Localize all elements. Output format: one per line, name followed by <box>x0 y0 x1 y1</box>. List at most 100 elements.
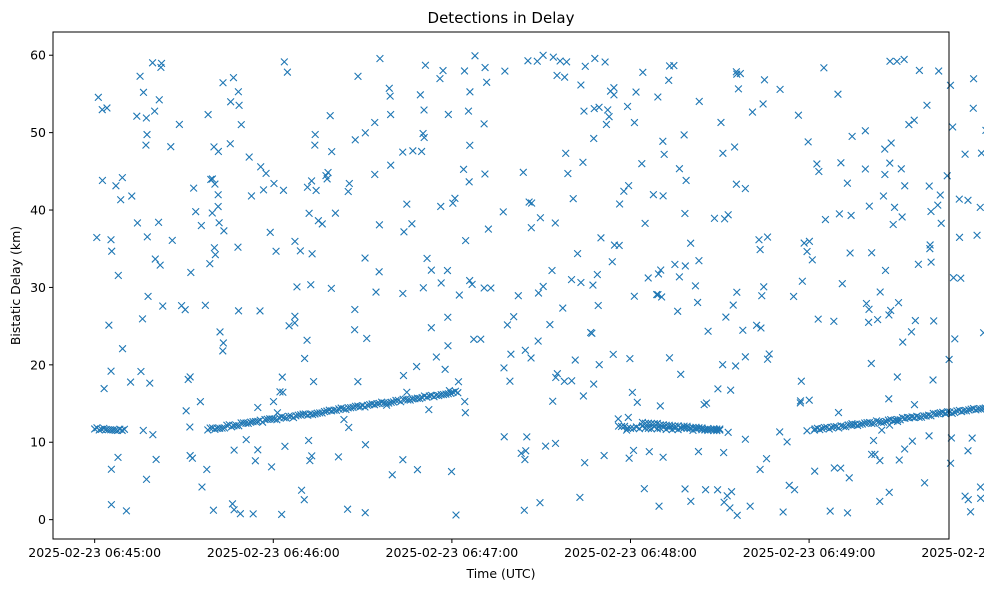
detection-point <box>716 426 724 434</box>
detection-point <box>270 179 278 188</box>
detection-point <box>237 120 246 129</box>
detection-point <box>500 433 509 441</box>
detection-point <box>659 137 667 146</box>
detection-point <box>560 377 569 386</box>
detection-point <box>398 148 407 156</box>
detection-point <box>803 247 811 256</box>
detection-point <box>595 360 604 369</box>
detection-point <box>858 420 867 428</box>
detection-point <box>465 276 474 285</box>
detection-point <box>351 305 359 314</box>
detection-point <box>561 149 570 158</box>
detection-point <box>623 424 632 432</box>
detection-point <box>617 422 626 431</box>
detection-point <box>311 410 319 418</box>
detection-point <box>927 207 935 216</box>
detection-point <box>370 170 379 179</box>
detection-point <box>925 432 933 440</box>
detection-point <box>867 450 876 459</box>
detection-point <box>480 120 488 128</box>
x-tick-label: 2025-02-23 06:49:00 <box>743 545 876 560</box>
detection-point <box>152 455 160 464</box>
detection-point <box>436 74 444 83</box>
detection-point <box>206 424 214 432</box>
detection-point <box>673 307 682 316</box>
detection-point <box>294 411 303 419</box>
detection-point <box>509 312 518 321</box>
detection-point <box>920 479 929 487</box>
detection-point <box>501 67 509 75</box>
detection-point <box>946 81 955 90</box>
detection-point <box>370 400 379 409</box>
detection-point <box>484 225 493 233</box>
detection-point <box>487 284 495 292</box>
detection-point <box>184 375 192 384</box>
detection-point <box>307 452 316 460</box>
detection-point <box>630 292 639 301</box>
detection-point <box>326 111 334 120</box>
detection-point <box>894 415 902 424</box>
detection-point <box>524 57 532 65</box>
detection-point <box>775 428 784 436</box>
detection-point <box>464 107 473 115</box>
detection-point <box>676 370 685 379</box>
detection-point <box>664 76 673 85</box>
detection-point <box>897 165 906 173</box>
detection-point <box>898 213 906 221</box>
detection-point <box>186 451 194 460</box>
detection-point <box>312 186 320 195</box>
detection-point <box>650 419 659 428</box>
detection-point <box>318 409 326 417</box>
detection-point <box>403 388 411 397</box>
detection-point <box>211 180 219 188</box>
detection-point <box>629 446 638 455</box>
detection-point <box>659 192 667 200</box>
detection-point <box>98 105 107 114</box>
detection-point <box>189 184 198 192</box>
detection-point <box>969 104 978 113</box>
detection-point <box>386 161 395 169</box>
detection-point <box>803 426 811 435</box>
detection-point <box>579 392 588 400</box>
detection-point <box>926 244 934 253</box>
detection-point <box>966 508 975 516</box>
detection-point <box>813 160 821 168</box>
detection-point <box>412 362 421 371</box>
detection-point <box>979 404 984 413</box>
detection-point <box>181 305 189 314</box>
detection-point <box>895 456 904 464</box>
detection-point <box>814 315 822 323</box>
detection-point <box>406 396 414 404</box>
detection-point <box>334 453 343 461</box>
detection-point <box>118 173 127 182</box>
detection-point <box>105 321 113 329</box>
detection-point <box>805 237 814 246</box>
detection-point <box>139 88 148 97</box>
detection-point <box>660 150 668 159</box>
detection-point <box>569 194 578 203</box>
detection-point <box>633 398 642 407</box>
detection-point <box>924 411 933 420</box>
y-tick-label: 50 <box>30 125 46 140</box>
detection-point <box>551 373 560 382</box>
detection-point <box>399 371 408 380</box>
detection-point <box>481 63 489 72</box>
detection-point <box>386 110 395 119</box>
detection-point <box>208 209 217 217</box>
detection-point <box>100 424 108 433</box>
detection-point <box>580 107 588 115</box>
detection-point <box>293 283 301 291</box>
detection-point <box>219 347 227 355</box>
detection-point <box>330 406 338 414</box>
detection-point <box>838 279 847 288</box>
detection-point <box>118 426 126 435</box>
y-tick-label: 10 <box>30 435 46 450</box>
detection-point <box>191 207 200 216</box>
detection-point <box>256 163 265 171</box>
detection-point <box>830 317 838 326</box>
detection-point <box>843 179 852 187</box>
detection-point <box>305 209 313 218</box>
detection-point <box>175 120 184 129</box>
x-axis-label: Time (UTC) <box>465 566 535 581</box>
detection-point <box>309 377 318 386</box>
